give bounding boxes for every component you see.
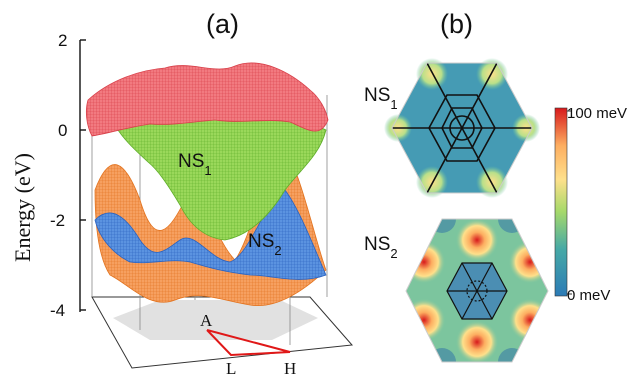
bz-point-l: L [226, 359, 236, 377]
ytick-label: 2 [58, 31, 67, 50]
ytick-label: 0 [58, 121, 67, 140]
panel-a-label: (a) [206, 9, 239, 39]
ns1-gap-map [384, 58, 540, 198]
energy-axis: 2 0 -2 -4 [50, 31, 86, 320]
colorbar-max-label: 100 meV [567, 105, 627, 122]
bz-path: A L H [200, 311, 296, 377]
floor-plane [91, 296, 354, 369]
bz-point-h: H [284, 359, 296, 377]
panel-b-label: (b) [440, 9, 473, 39]
colorbar-min-label: 0 meV [567, 287, 610, 304]
bz-point-a: A [200, 311, 213, 330]
colorbar: 100 meV 0 meV [554, 105, 627, 304]
ns2-band-label: NS2 [248, 231, 282, 258]
ytick-label: -4 [50, 301, 65, 320]
ns1-band-label: NS1 [178, 151, 212, 178]
ns2-gap-map [405, 218, 549, 363]
ns1-map-label: NS1 [364, 85, 398, 112]
energy-axis-label: Energy (eV) [10, 153, 35, 262]
top-band-surface [85, 62, 329, 137]
ytick-label: -2 [50, 211, 65, 230]
ns2-map-label: NS2 [364, 234, 398, 261]
